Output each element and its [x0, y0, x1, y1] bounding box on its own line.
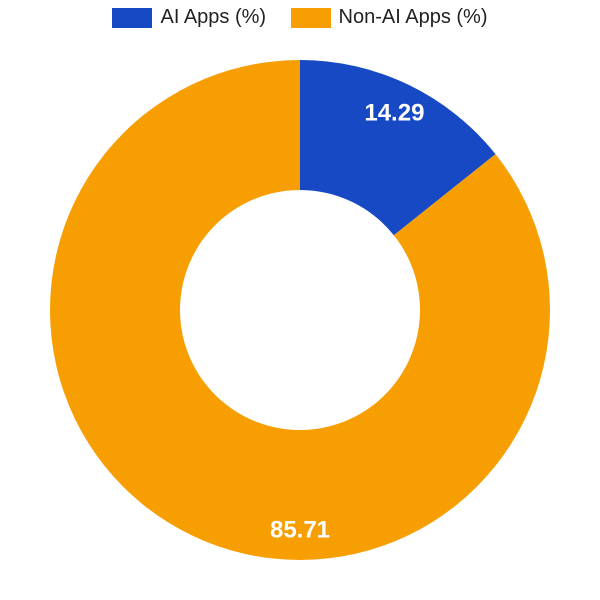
legend: AI Apps (%) Non-AI Apps (%)	[0, 6, 600, 33]
donut-chart: 14.29 85.71	[40, 50, 560, 570]
legend-label-nonai: Non-AI Apps (%)	[339, 6, 488, 29]
legend-label-ai: AI Apps (%)	[160, 6, 266, 29]
slice-label-ai-apps: 14.29	[364, 99, 424, 126]
legend-swatch-ai	[112, 8, 152, 28]
legend-item-ai: AI Apps (%)	[112, 6, 266, 29]
donut-svg: 14.29 85.71	[40, 50, 560, 570]
legend-swatch-nonai	[291, 8, 331, 28]
legend-item-nonai: Non-AI Apps (%)	[291, 6, 488, 29]
chart-container: AI Apps (%) Non-AI Apps (%) 14.29 85.71	[0, 0, 600, 600]
slice-label-non-ai-apps: 85.71	[270, 517, 330, 544]
